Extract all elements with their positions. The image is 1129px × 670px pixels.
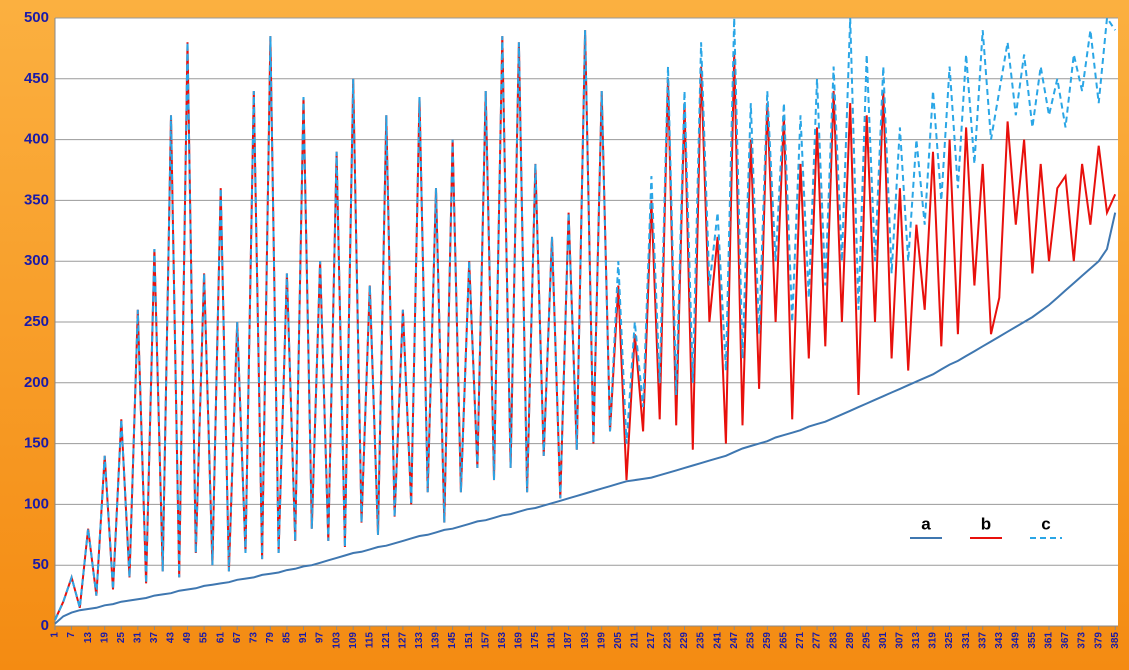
x-tick-label: 199 bbox=[596, 632, 607, 649]
legend-label: b bbox=[981, 514, 991, 533]
x-tick-label: 211 bbox=[629, 632, 640, 649]
x-tick-label: 97 bbox=[315, 632, 326, 644]
x-tick-label: 151 bbox=[464, 632, 475, 649]
x-tick-label: 175 bbox=[530, 632, 541, 649]
x-tick-label: 337 bbox=[977, 632, 988, 649]
x-tick-label: 217 bbox=[646, 632, 657, 649]
x-tick-label: 67 bbox=[232, 632, 243, 644]
x-tick-label: 223 bbox=[663, 632, 674, 649]
x-tick-label: 43 bbox=[166, 632, 177, 644]
x-tick-label: 253 bbox=[745, 632, 756, 649]
x-tick-label: 79 bbox=[265, 632, 276, 644]
x-tick-label: 385 bbox=[1110, 632, 1121, 649]
x-tick-label: 355 bbox=[1027, 632, 1038, 649]
x-tick-label: 313 bbox=[911, 632, 922, 649]
x-tick-label: 31 bbox=[132, 632, 143, 644]
x-tick-label: 283 bbox=[828, 632, 839, 649]
x-tick-label: 1 bbox=[50, 632, 61, 638]
legend bbox=[885, 505, 1085, 550]
x-tick-label: 259 bbox=[762, 632, 773, 649]
x-tick-label: 73 bbox=[248, 632, 259, 644]
y-tick-label: 50 bbox=[32, 556, 49, 573]
x-tick-label: 361 bbox=[1044, 632, 1055, 649]
x-tick-label: 319 bbox=[928, 632, 939, 649]
x-tick-label: 7 bbox=[66, 632, 77, 638]
x-tick-label: 289 bbox=[845, 632, 856, 649]
x-tick-label: 127 bbox=[398, 632, 409, 649]
y-tick-label: 300 bbox=[24, 252, 49, 269]
x-tick-label: 133 bbox=[414, 632, 425, 649]
x-tick-label: 19 bbox=[99, 632, 110, 644]
x-tick-label: 145 bbox=[447, 632, 458, 649]
x-tick-label: 307 bbox=[895, 632, 906, 649]
y-tick-label: 150 bbox=[24, 435, 49, 452]
x-tick-label: 109 bbox=[348, 632, 359, 649]
x-tick-label: 301 bbox=[878, 632, 889, 649]
x-tick-label: 187 bbox=[563, 632, 574, 649]
x-tick-label: 25 bbox=[116, 632, 127, 644]
x-tick-label: 247 bbox=[729, 632, 740, 649]
legend-label: a bbox=[921, 514, 931, 533]
x-tick-label: 85 bbox=[282, 632, 293, 644]
x-tick-label: 49 bbox=[182, 632, 193, 644]
legend-label: c bbox=[1041, 514, 1050, 533]
x-tick-label: 163 bbox=[497, 632, 508, 649]
x-tick-label: 241 bbox=[712, 632, 723, 649]
y-tick-label: 500 bbox=[24, 9, 49, 26]
x-tick-label: 229 bbox=[679, 632, 690, 649]
x-tick-label: 61 bbox=[215, 632, 226, 644]
x-tick-label: 37 bbox=[149, 632, 160, 644]
x-tick-label: 367 bbox=[1060, 632, 1071, 649]
series-line bbox=[54, 212, 1117, 625]
x-tick-label: 193 bbox=[580, 632, 591, 649]
y-tick-label: 250 bbox=[24, 313, 49, 330]
x-tick-label: 277 bbox=[812, 632, 823, 649]
x-tick-label: 235 bbox=[696, 632, 707, 649]
y-tick-label: 400 bbox=[24, 131, 49, 148]
x-tick-label: 379 bbox=[1093, 632, 1104, 649]
x-tick-label: 115 bbox=[364, 632, 375, 649]
x-tick-label: 55 bbox=[199, 632, 210, 644]
x-tick-label: 121 bbox=[381, 632, 392, 649]
x-tick-label: 325 bbox=[944, 632, 955, 649]
y-tick-label: 450 bbox=[24, 70, 49, 87]
x-tick-label: 295 bbox=[861, 632, 872, 649]
y-tick-label: 200 bbox=[24, 374, 49, 391]
x-tick-label: 205 bbox=[613, 632, 624, 649]
x-tick-label: 271 bbox=[795, 632, 806, 649]
x-tick-label: 91 bbox=[298, 632, 309, 644]
y-tick-label: 100 bbox=[24, 495, 49, 512]
x-tick-label: 181 bbox=[547, 632, 558, 649]
x-tick-label: 265 bbox=[779, 632, 790, 649]
x-tick-label: 331 bbox=[961, 632, 972, 649]
x-tick-label: 103 bbox=[331, 632, 342, 649]
x-tick-label: 169 bbox=[513, 632, 524, 649]
x-tick-label: 349 bbox=[1010, 632, 1021, 649]
x-tick-label: 343 bbox=[994, 632, 1005, 649]
y-tick-label: 0 bbox=[41, 617, 49, 634]
y-tick-label: 350 bbox=[24, 191, 49, 208]
x-tick-label: 157 bbox=[480, 632, 491, 649]
x-tick-label: 13 bbox=[83, 632, 94, 644]
x-tick-label: 139 bbox=[431, 632, 442, 649]
x-tick-label: 373 bbox=[1077, 632, 1088, 649]
series-line bbox=[54, 15, 1117, 621]
